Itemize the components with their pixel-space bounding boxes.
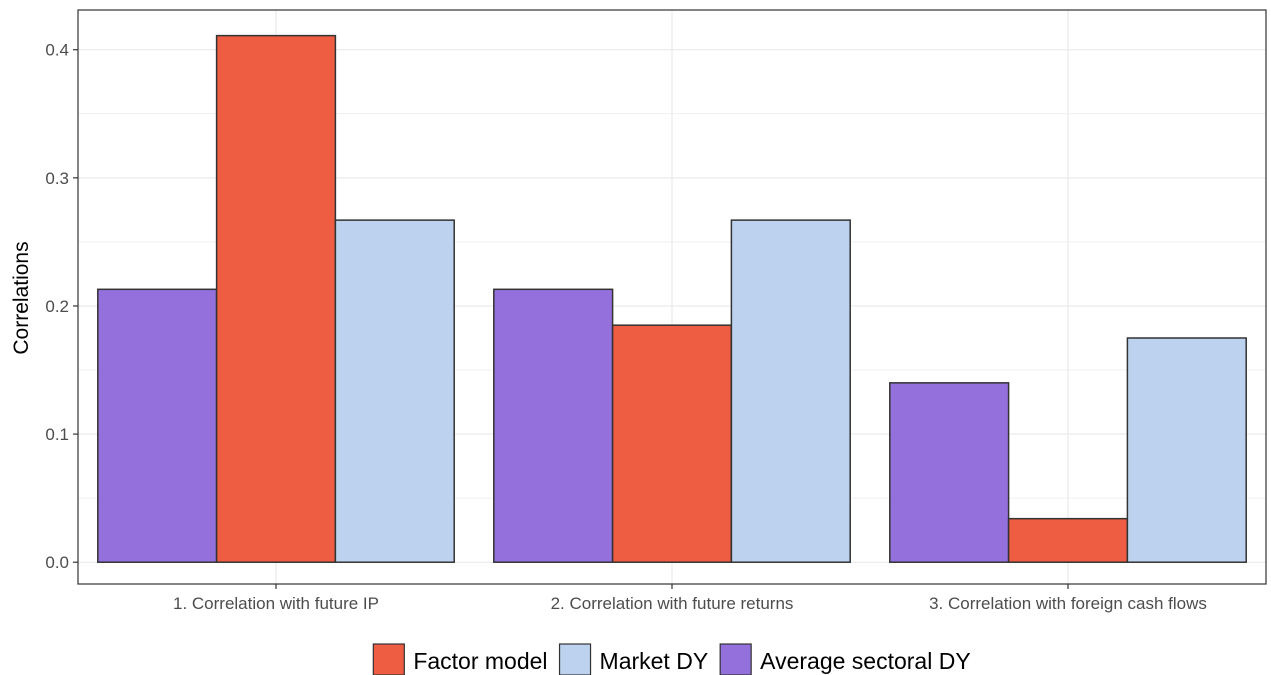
x-axis-ticks: 1. Correlation with future IP 2. Correlat… — [173, 584, 1207, 613]
bar — [1126, 337, 1247, 563]
y-tick-label: 0.3 — [45, 169, 69, 188]
x-tick-label: 2. Correlation with future returns — [551, 594, 794, 613]
y-tick-label: 0.2 — [45, 297, 69, 316]
legend-label: Average sectoral DY — [760, 648, 971, 674]
y-tick-label: 0.1 — [45, 425, 69, 444]
legend-label: Factor model — [413, 648, 547, 674]
legend-key — [372, 643, 405, 675]
y-tick-label: 0.4 — [45, 41, 69, 60]
y-axis-ticks: 0.0 0.1 0.2 0.3 0.4 — [45, 41, 78, 572]
y-axis-title: Correlations — [10, 241, 33, 354]
bar — [611, 324, 733, 563]
legend: Factor model Market DY Average sectoral DY — [372, 643, 971, 675]
bar — [730, 219, 851, 563]
bar — [97, 288, 218, 563]
bar — [493, 288, 614, 563]
bar — [889, 382, 1010, 563]
bars — [97, 34, 1247, 563]
x-tick-label: 3. Correlation with foreign cash flows — [929, 594, 1207, 613]
legend-key — [558, 643, 592, 675]
y-tick-label: 0.0 — [45, 553, 69, 572]
bar — [334, 219, 455, 563]
bar — [1007, 517, 1129, 563]
x-tick-label: 1. Correlation with future IP — [173, 594, 379, 613]
legend-key — [719, 643, 752, 675]
bar — [215, 34, 337, 563]
legend-label: Market DY — [600, 648, 709, 674]
